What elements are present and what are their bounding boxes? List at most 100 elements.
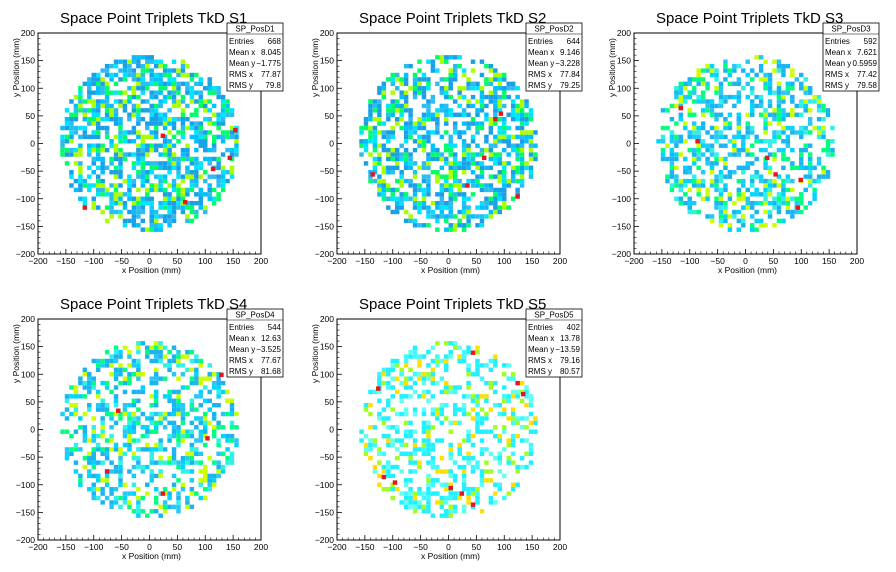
hit-cell bbox=[100, 478, 105, 483]
hit-cell bbox=[194, 161, 199, 166]
hit-cell bbox=[394, 209, 400, 215]
hit-cell bbox=[368, 178, 373, 184]
hit-cell bbox=[488, 63, 494, 69]
hit-cell bbox=[674, 134, 679, 140]
hit-cell bbox=[510, 486, 516, 492]
hit-cell bbox=[741, 183, 746, 188]
hit-cell bbox=[470, 456, 476, 461]
hit-cell bbox=[448, 420, 453, 426]
hit-cell bbox=[87, 77, 92, 82]
hit-cell bbox=[216, 94, 221, 100]
hit-cell bbox=[421, 223, 427, 228]
hit-cell bbox=[171, 103, 177, 109]
hit-cell bbox=[515, 389, 520, 395]
hit-cell bbox=[466, 491, 471, 496]
hit-cell bbox=[78, 482, 83, 487]
hit-cell bbox=[176, 130, 181, 135]
hit-cell bbox=[198, 196, 204, 201]
hit-cell bbox=[448, 139, 453, 144]
hit-cell bbox=[131, 456, 137, 461]
hit-cell bbox=[207, 121, 212, 126]
hit-cell bbox=[412, 407, 418, 412]
hit-cell bbox=[705, 156, 710, 162]
hit-cell bbox=[180, 72, 186, 78]
stats-value: 79.16 bbox=[560, 356, 581, 365]
hit-cell bbox=[524, 394, 529, 399]
hit-cell bbox=[502, 174, 507, 179]
hit-cell bbox=[412, 200, 418, 206]
hit-cell bbox=[122, 139, 128, 144]
hit-cell bbox=[100, 451, 105, 457]
hit-cell bbox=[394, 116, 400, 122]
hit-cell bbox=[412, 349, 418, 355]
hit-cell bbox=[439, 200, 445, 206]
hit-cell bbox=[488, 81, 494, 87]
hit-cell bbox=[452, 460, 458, 465]
hit-cell bbox=[211, 433, 217, 439]
hit-cell bbox=[488, 165, 494, 171]
hit-cell bbox=[153, 59, 159, 64]
hit-cell bbox=[167, 433, 172, 439]
hit-cell bbox=[203, 108, 208, 113]
hit-cell bbox=[403, 178, 409, 184]
hit-cell bbox=[466, 125, 471, 131]
hit-cell bbox=[519, 178, 525, 184]
hit-cell bbox=[435, 341, 440, 346]
hit-cell bbox=[377, 398, 382, 403]
hit-cell bbox=[448, 389, 453, 395]
y-tick-label: 0 bbox=[30, 425, 35, 435]
hit-cell bbox=[185, 125, 190, 131]
hit-cell bbox=[484, 196, 489, 201]
hit-cell bbox=[60, 125, 65, 131]
hit-cell bbox=[95, 358, 101, 364]
hit-cell bbox=[136, 156, 141, 162]
hit-cell bbox=[394, 363, 400, 368]
hit-cell bbox=[78, 90, 83, 95]
hit-cell bbox=[510, 442, 516, 448]
hit-cell bbox=[461, 482, 467, 487]
hit-cell bbox=[377, 156, 382, 162]
hit-cell bbox=[723, 94, 728, 100]
hit-cell bbox=[87, 372, 92, 377]
hit-cell bbox=[457, 161, 462, 166]
hit-cell bbox=[430, 513, 436, 518]
hit-cell bbox=[403, 482, 409, 487]
hit-cell bbox=[185, 469, 190, 474]
hit-cell bbox=[700, 139, 706, 144]
hit-cell bbox=[439, 504, 445, 510]
hit-cell bbox=[189, 349, 195, 355]
hit-cell bbox=[91, 147, 96, 153]
hit-cell bbox=[696, 152, 701, 157]
hit-cell bbox=[167, 121, 172, 126]
hit-cell bbox=[131, 420, 137, 426]
hit-cell bbox=[176, 491, 181, 496]
hit-cell bbox=[207, 420, 212, 426]
hit-cell bbox=[466, 205, 471, 210]
hit-cell bbox=[696, 130, 701, 135]
hit-cell bbox=[180, 385, 186, 390]
hit-cell bbox=[131, 205, 137, 210]
hit-cell bbox=[158, 103, 163, 109]
hit-cell bbox=[149, 187, 154, 193]
hit-cells bbox=[60, 341, 239, 518]
hit-cell bbox=[153, 72, 159, 78]
hit-cell bbox=[524, 139, 529, 144]
hit-cell bbox=[189, 367, 195, 373]
hit-cell bbox=[493, 68, 498, 73]
hit-cell bbox=[104, 112, 110, 117]
hit-cell bbox=[794, 200, 800, 206]
hit-cell bbox=[127, 116, 132, 122]
hit-cell bbox=[723, 116, 728, 122]
hit-cell bbox=[95, 81, 101, 87]
hit-cell bbox=[528, 442, 534, 448]
hit-cell bbox=[149, 416, 154, 421]
stats-key: Entries bbox=[528, 37, 553, 46]
hit-cell bbox=[198, 433, 204, 439]
hit-cell bbox=[104, 438, 110, 443]
y-tick-label: 100 bbox=[617, 83, 631, 93]
hit-cell bbox=[167, 460, 172, 465]
hit-cell bbox=[506, 178, 511, 184]
hit-cell bbox=[91, 416, 96, 421]
hit-cell bbox=[421, 504, 427, 510]
hit-cell bbox=[736, 121, 742, 126]
